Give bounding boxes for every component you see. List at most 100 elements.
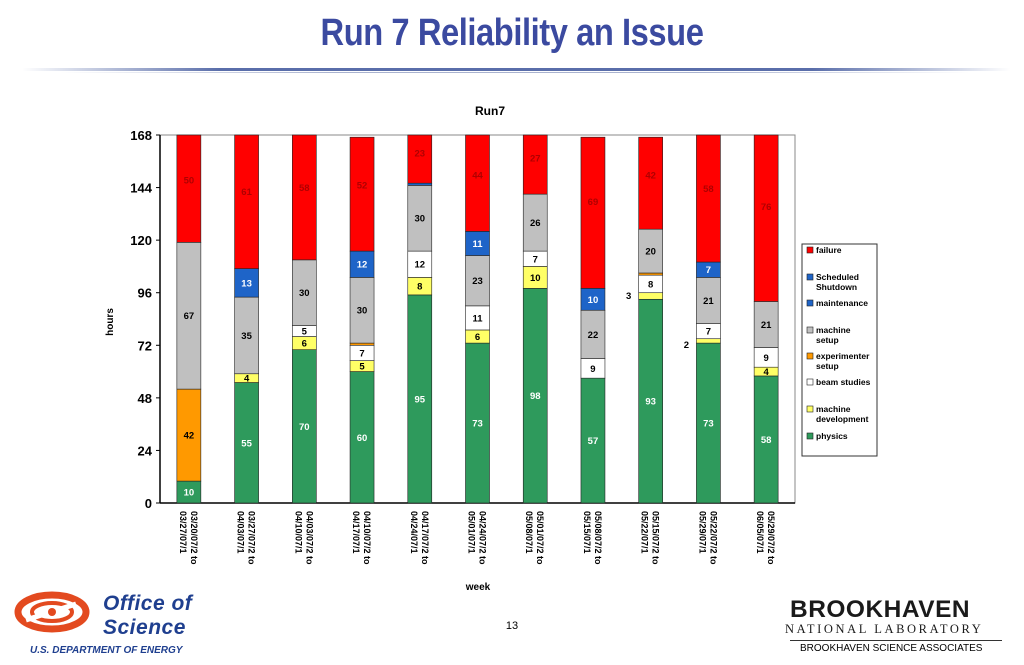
bar-value-label: 12 <box>414 260 425 271</box>
bar-value-label: 20 <box>645 247 656 258</box>
bar-value-label: 60 <box>357 433 368 444</box>
bar-stack: 57 9 22 10 69 <box>580 136 606 504</box>
bar-value-label: 55 <box>241 438 252 449</box>
bar-segment <box>638 292 663 300</box>
x-tick-label-line: 05/29/07/2 to <box>766 511 776 565</box>
bar-segment <box>753 375 779 504</box>
office-of-text: Office of <box>103 592 193 615</box>
bar-value-label: 8 <box>648 279 653 290</box>
bar-segment <box>349 250 375 278</box>
bar-segment <box>407 134 433 184</box>
bar-value-label: 7 <box>533 254 538 265</box>
stacked-bar-chart: Run7 hours week 104267505543513617065305… <box>105 104 878 593</box>
bar-value-label: 57 <box>588 436 599 447</box>
x-tick-label-line: 05/08/07/1 <box>524 511 534 554</box>
legend-label: machine <box>816 404 851 414</box>
bar-value-label: 6 <box>475 332 480 343</box>
bar-value-label: 73 <box>703 419 714 430</box>
bar-value-label: 26 <box>530 218 541 229</box>
bar-value-label: 22 <box>588 330 599 341</box>
title-rule-thin <box>60 72 970 73</box>
x-tick-label-line: 05/22/07/2 to <box>708 511 718 565</box>
bar-value-label: 42 <box>645 171 656 182</box>
bar-value-label: 11 <box>472 239 483 250</box>
bar-value-label: 12 <box>357 260 368 271</box>
bar-segment <box>465 255 490 307</box>
y-tick-label: 120 <box>130 233 152 248</box>
legend-label: beam studies <box>816 377 871 387</box>
legend-swatch <box>806 378 814 386</box>
brookhaven-associates-text: BROOKHAVEN SCIENCE ASSOCIATES <box>800 643 983 654</box>
bar-segment <box>349 277 375 344</box>
bnl-rule <box>790 640 1002 641</box>
bar-value-label: 21 <box>703 296 714 307</box>
bar-value-label: 42 <box>184 431 195 442</box>
bar-value-label: 58 <box>299 183 310 194</box>
bar-value-label: 10 <box>588 295 599 306</box>
bar-segment <box>638 136 663 230</box>
x-tick-label-line: 03/27/07/1 <box>178 511 188 554</box>
bar-segment <box>349 136 375 252</box>
bar-value-label: 67 <box>184 311 195 322</box>
legend-swatch <box>806 432 814 440</box>
national-laboratory-text: NATIONAL LABORATORY <box>785 622 984 636</box>
bar-value-label: 23 <box>472 276 483 287</box>
bar-segment <box>696 342 721 504</box>
bar-value-label: 4 <box>244 374 250 385</box>
bar-value-label: 61 <box>241 187 252 198</box>
bar-stack: 70 65 30 58 <box>292 134 317 504</box>
legend-swatch <box>806 405 814 413</box>
bar-value-label: 69 <box>588 197 599 208</box>
y-tick-label: 48 <box>138 391 152 406</box>
bar-value-label: 23 <box>414 149 425 160</box>
page-number: 13 <box>505 620 519 632</box>
bar-segment <box>465 231 490 256</box>
x-tick-label-line: 05/08/07/2 to <box>593 511 603 565</box>
bar-segment <box>465 134 490 232</box>
bar-segment <box>753 134 779 302</box>
bar-segment <box>176 242 202 390</box>
x-tick-label-line: 04/10/07/2 to <box>362 511 372 565</box>
bar-value-label: 10 <box>184 488 195 499</box>
bar-segment <box>407 182 433 186</box>
bar-stack: 10 42 67 50 <box>176 134 202 504</box>
title-rule <box>22 68 1010 71</box>
legend-label: setup <box>816 335 839 345</box>
bar-value-label: 76 <box>761 202 772 213</box>
legend-label: Shutdown <box>816 282 857 292</box>
x-tick-label-line: 03/27/07/2 to <box>247 511 257 565</box>
legend-label: setup <box>816 361 839 371</box>
x-tick-label-line: 04/24/07/2 to <box>478 511 488 565</box>
bar-segment <box>696 338 721 344</box>
bar-value-label: 95 <box>414 394 425 405</box>
x-tick-label-line: 04/17/07/1 <box>351 511 361 554</box>
bar-value-label: 93 <box>645 397 656 408</box>
bar-value-label: 52 <box>357 180 368 191</box>
bar-segment <box>580 377 606 504</box>
legend-label: physics <box>816 431 848 441</box>
bar-value-label: 30 <box>357 306 368 317</box>
x-tick-label-line: 04/24/07/1 <box>409 511 419 554</box>
legend-label: maintenance <box>816 298 868 308</box>
bar-stack: 73 6 11 23 11 44 <box>465 134 490 504</box>
doe-text: U.S. DEPARTMENT OF ENERGY <box>30 645 183 656</box>
bar-value-label: 7 <box>706 327 711 338</box>
bar-value-label: 6 <box>302 339 307 350</box>
legend-swatch <box>806 299 814 307</box>
outside-value-label: 2 <box>684 340 689 351</box>
bar-value-label: 7 <box>359 348 364 359</box>
x-tick-label-line: 05/15/07/1 <box>582 511 592 554</box>
bar-segment <box>292 134 317 261</box>
bar-value-label: 27 <box>530 154 541 165</box>
bar-value-label: 21 <box>761 320 772 331</box>
chart-title: Run7 <box>475 104 505 118</box>
x-axis-title: week <box>465 582 491 593</box>
legend-swatch <box>806 352 814 360</box>
y-tick-label: 24 <box>138 443 153 458</box>
science-text: Science <box>103 616 186 639</box>
